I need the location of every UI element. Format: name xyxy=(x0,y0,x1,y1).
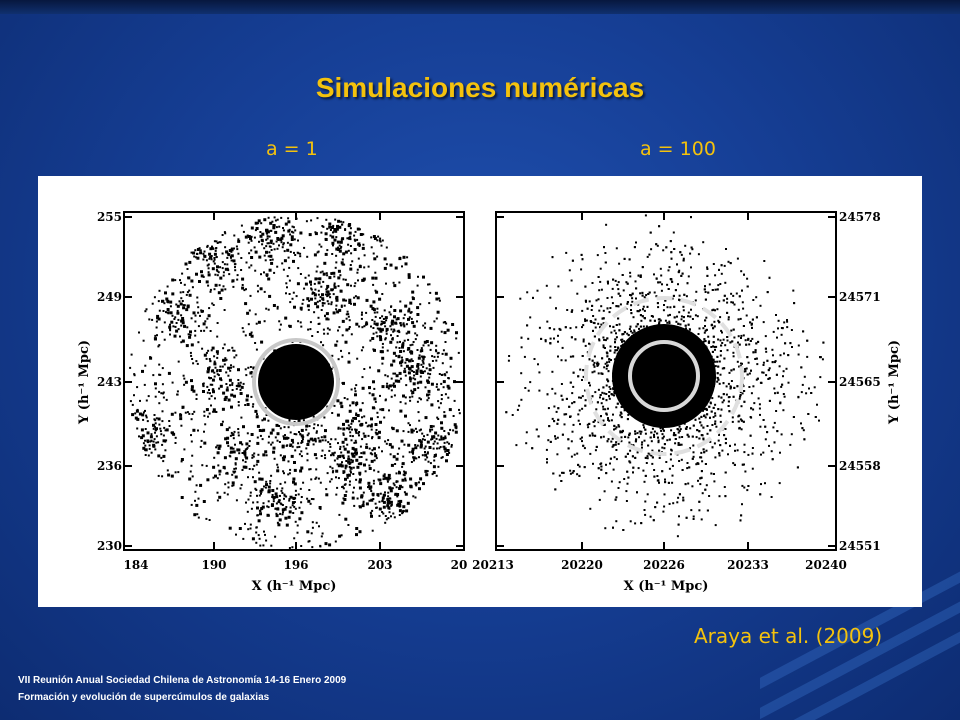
left-x-tick: 203 xyxy=(367,558,392,572)
right-y-tick: 24551 xyxy=(839,539,881,553)
left-core xyxy=(258,344,334,420)
left-y-tick: 243 xyxy=(97,375,122,389)
right-core xyxy=(612,324,716,428)
right-panel: 24578 24571 24565 24558 24551 20213 2022… xyxy=(472,210,902,594)
right-y-axis-label: Y (h⁻¹ Mpc) xyxy=(887,340,902,425)
right-x-tick: 20220 xyxy=(561,558,603,572)
right-y-tick: 24558 xyxy=(839,459,881,473)
left-y-tick: 255 xyxy=(97,210,122,224)
right-x-tick: 20240 xyxy=(805,558,847,572)
left-particle-scatter xyxy=(129,216,461,549)
right-x-tick: 20226 xyxy=(643,558,685,572)
left-x-tick: 184 xyxy=(123,558,148,572)
left-y-tick: 230 xyxy=(97,539,122,553)
right-x-tick: 20213 xyxy=(472,558,514,572)
label-a-1: a = 1 xyxy=(266,138,318,160)
right-x-axis-label: X (h⁻¹ Mpc) xyxy=(624,579,709,594)
footer-topic: Formación y evolución de supercúmulos de… xyxy=(18,692,270,703)
right-dashed-circle xyxy=(584,296,744,456)
left-panel: 255 249 243 236 230 184 190 196 203 20 X… xyxy=(77,210,467,594)
left-x-tick: 190 xyxy=(201,558,226,572)
right-y-tick: 24565 xyxy=(839,375,881,389)
label-a-100: a = 100 xyxy=(640,138,716,160)
right-inner-circle xyxy=(628,340,700,412)
left-y-tick: 249 xyxy=(97,290,122,304)
left-circle xyxy=(252,338,340,426)
right-x-tick: 20233 xyxy=(727,558,769,572)
left-x-tick: 196 xyxy=(283,558,308,572)
slide-title: Simulaciones numéricas xyxy=(315,72,645,103)
left-y-axis-label: Y (h⁻¹ Mpc) xyxy=(77,340,92,425)
left-y-tick: 236 xyxy=(97,459,122,473)
left-x-axis-label: X (h⁻¹ Mpc) xyxy=(252,579,337,594)
footer-event: VII Reunión Anual Sociedad Chilena de As… xyxy=(18,675,347,686)
citation: Araya et al. (2009) xyxy=(694,624,883,648)
right-y-tick: 24578 xyxy=(839,210,881,224)
left-x-tick: 20 xyxy=(451,558,468,572)
right-y-tick: 24571 xyxy=(839,290,881,304)
top-bar xyxy=(0,0,960,14)
simulation-figure: 255 249 243 236 230 184 190 196 203 20 X… xyxy=(38,176,922,607)
